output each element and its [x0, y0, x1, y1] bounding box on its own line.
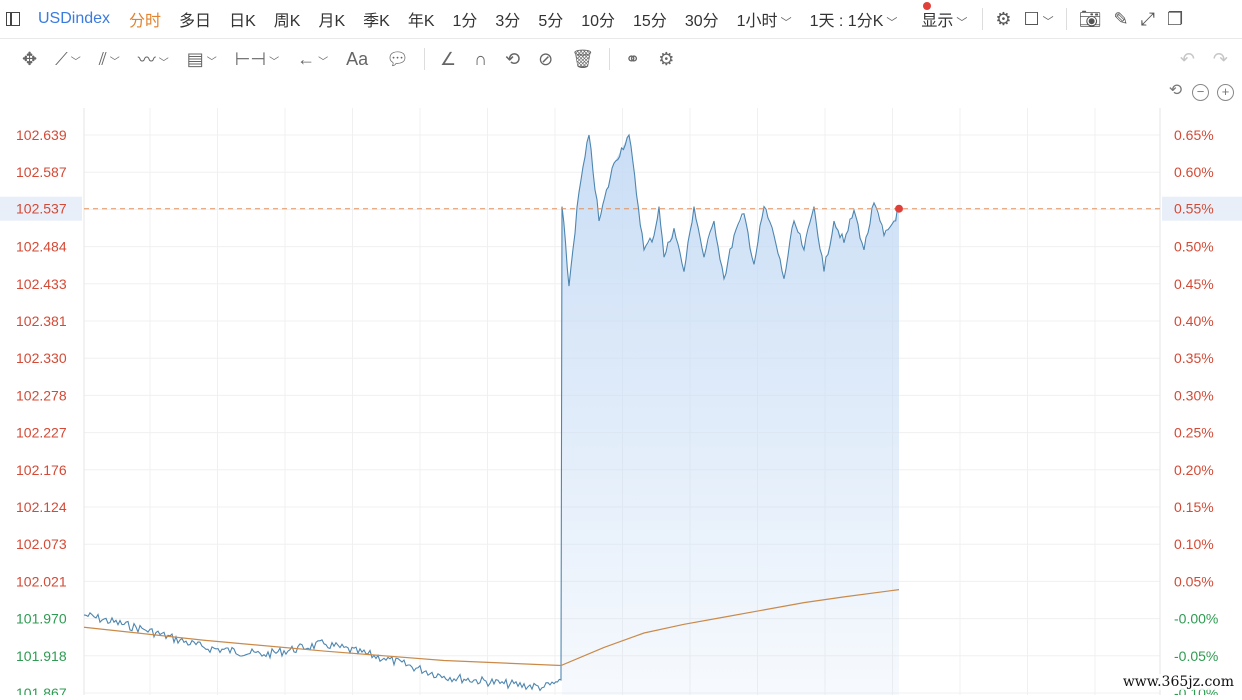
current-price-dot — [895, 204, 903, 213]
compare-icon[interactable]: ⚭ — [625, 48, 641, 69]
notification-dot — [923, 2, 931, 10]
arrow-tool-icon[interactable]: ← ﹀ — [297, 48, 329, 69]
camera-icon[interactable]: 📷︎ — [1078, 8, 1102, 29]
hour-dropdown-label: 1小时 — [736, 13, 778, 30]
hide-icon[interactable]: ⊘ — [538, 48, 554, 69]
y-tick-label-right: 0.35% — [1174, 350, 1214, 366]
chevron-down-icon: ﹀ — [886, 17, 898, 29]
current-price-label-bg-left — [0, 196, 82, 221]
lock-icon[interactable]: ⟲ — [505, 48, 521, 69]
zoom-controls: ⟲ − + — [1167, 82, 1234, 101]
window-icon[interactable]: ❐ — [1167, 8, 1184, 29]
hour-dropdown[interactable]: 1小时 ﹀ — [728, 7, 801, 31]
y-tick-label-left: 102.021 — [16, 573, 67, 589]
tab-period-1[interactable]: 多日 — [179, 13, 212, 30]
display-dropdown[interactable]: 显示 ﹀ — [912, 7, 976, 31]
drawing-toolbar: ✥ ⟋ ﹀ ⫽ ﹀ 〰 ﹀ ▤ ﹀ ⊢⊣ ﹀ ← ﹀ Aa 💬︎ ∠ ∩ ⟲ ⊘ 🗑︎ ⚭ … — [0, 40, 1242, 78]
tab-period-9[interactable]: 5分 — [538, 13, 564, 30]
y-tick-label-left: 101.918 — [16, 648, 67, 664]
polyline-tool-icon[interactable]: ⫽ ﹀ — [98, 48, 120, 69]
wave-tool-icon[interactable]: 〰 ﹀ — [137, 50, 169, 70]
tab-period-12[interactable]: 30分 — [684, 13, 719, 30]
text-tool-icon[interactable]: Aa — [346, 48, 369, 69]
fib-tool-icon[interactable]: ▤ ﹀ — [186, 48, 217, 69]
redo-icon[interactable]: ↷ — [1212, 48, 1228, 69]
y-tick-label-left: 102.381 — [16, 313, 67, 329]
watermark: www.365jz.com — [1120, 674, 1236, 690]
ruler-tool-icon[interactable]: ∠ — [440, 48, 457, 69]
chevron-down-icon: ﹀ — [780, 17, 792, 29]
y-tick-label-right: 0.50% — [1174, 239, 1214, 255]
tab-period-10[interactable]: 10分 — [581, 13, 616, 30]
pencil-icon[interactable]: ✎ — [1113, 8, 1129, 29]
y-tick-label-right: 0.30% — [1174, 387, 1214, 403]
y-tick-label-left: 102.330 — [16, 350, 67, 366]
undo-icon[interactable]: ↶ — [1179, 48, 1195, 69]
y-tick-label-right: 0.65% — [1174, 127, 1214, 143]
divider — [1065, 8, 1067, 30]
divider — [424, 48, 425, 70]
y-tick-label-right: 0.25% — [1174, 425, 1214, 441]
y-tick-label-left: 102.639 — [16, 127, 67, 143]
y-tick-label-right: 0.20% — [1174, 462, 1214, 478]
chart-area[interactable]: 102.639 0.65% 102.587 0.60% 102.537 0.55% 102.… — [0, 78, 1242, 700]
tab-period-11[interactable]: 15分 — [633, 13, 667, 30]
move-icon[interactable]: ✥ — [22, 48, 38, 69]
tab-period-2[interactable]: 日K — [229, 13, 256, 30]
y-tick-label-left: 102.433 — [16, 276, 67, 292]
line-tool-icon[interactable]: ⟋ ﹀ — [55, 48, 81, 69]
delete-icon[interactable]: 🗑︎ — [571, 48, 595, 69]
current-price-label-bg-right — [1162, 196, 1242, 221]
reset-icon[interactable]: ⟲ — [1168, 82, 1183, 99]
settings-icon[interactable]: ⚙ — [658, 48, 675, 69]
average-line — [83, 589, 900, 667]
current-price-label-right: 0.55% — [1174, 201, 1214, 217]
price-area — [562, 135, 899, 695]
y-tick-label-right: 0.10% — [1174, 536, 1214, 552]
tab-period-7[interactable]: 1分 — [452, 13, 478, 30]
settings-icon[interactable]: ⚙ — [995, 8, 1012, 29]
y-tick-label-right: 0.60% — [1174, 164, 1214, 180]
divider — [609, 48, 611, 70]
y-tick-label-right: -0.00% — [1174, 611, 1218, 627]
tab-period-8[interactable]: 3分 — [495, 13, 521, 30]
y-tick-label-left: 101.970 — [16, 611, 67, 627]
tab-period-5[interactable]: 季K — [363, 13, 390, 30]
range-dropdown[interactable]: 1天 : 1分K ﹀ — [801, 7, 907, 31]
symbol-label[interactable]: USDindex — [38, 10, 111, 27]
y-tick-label-right: 0.40% — [1174, 313, 1214, 329]
range-dropdown-label: 1天 : 1分K — [809, 13, 884, 30]
comment-tool-icon[interactable]: 💬︎ — [386, 48, 409, 69]
checkbox-icon[interactable]: ☐ ﹀ — [1023, 8, 1054, 29]
y-tick-label-left: 102.587 — [16, 164, 67, 180]
zoom-in-icon[interactable]: + — [1217, 84, 1234, 101]
current-price-label-left: 102.537 — [16, 201, 67, 217]
price-chart[interactable]: 102.639 0.65% 102.587 0.60% 102.537 0.55% 102.… — [0, 78, 1242, 700]
measure-tool-icon[interactable]: ⊢⊣ ﹀ — [234, 48, 280, 69]
y-tick-label-left: 102.227 — [16, 425, 67, 441]
tab-period-4[interactable]: 月K — [318, 13, 346, 30]
top-bar: USDindex 分时 多日 日K 周K 月K 季K 年K 1分 3分 5分 1… — [0, 0, 1242, 39]
tab-period-6[interactable]: 年K — [407, 13, 435, 30]
price-line — [83, 133, 900, 692]
fullscreen-icon[interactable]: ⤢ — [1140, 8, 1156, 29]
y-tick-label-left: 102.176 — [16, 462, 67, 478]
y-tick-label-left: 102.124 — [16, 499, 67, 515]
y-tick-label-left: 102.484 — [16, 239, 67, 255]
y-tick-label-left: 102.073 — [16, 536, 67, 552]
sidebar-toggle-icon[interactable] — [6, 12, 20, 26]
y-tick-label-right: 0.15% — [1174, 499, 1214, 515]
y-tick-label-right: 0.05% — [1174, 573, 1214, 589]
tab-period-3[interactable]: 周K — [273, 13, 301, 30]
zoom-out-icon[interactable]: − — [1192, 84, 1209, 101]
y-tick-label-left: 101.867 — [16, 685, 67, 695]
y-tick-label-right: -0.05% — [1174, 648, 1218, 664]
display-dropdown-label: 显示 — [921, 13, 954, 30]
tab-period-0[interactable]: 分时 — [129, 13, 162, 30]
y-tick-label-left: 102.278 — [16, 387, 67, 403]
magnet-icon[interactable]: ∩ — [474, 48, 488, 69]
divider — [982, 8, 984, 30]
chevron-down-icon: ﹀ — [956, 17, 968, 29]
y-tick-label-right: 0.45% — [1174, 276, 1214, 292]
